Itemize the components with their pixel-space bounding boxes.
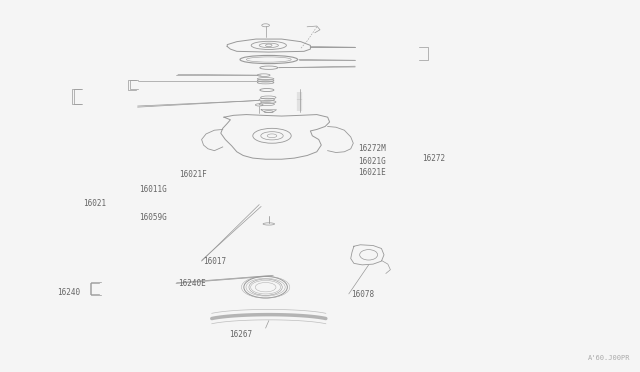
Text: 16272M: 16272M: [358, 144, 386, 153]
Text: 16017: 16017: [204, 257, 227, 266]
Text: 16272: 16272: [422, 154, 445, 163]
Text: 16021F: 16021F: [179, 170, 207, 179]
Text: 16240E: 16240E: [178, 279, 205, 288]
Text: 16059G: 16059G: [140, 213, 167, 222]
Text: 16267: 16267: [229, 330, 252, 339]
Text: 16021G: 16021G: [358, 157, 386, 166]
Text: 16240: 16240: [58, 288, 81, 296]
Text: 16078: 16078: [351, 290, 374, 299]
Text: A'60.J00PR: A'60.J00PR: [588, 355, 630, 361]
Text: 16011G: 16011G: [140, 185, 167, 194]
Text: 16021E: 16021E: [358, 169, 386, 177]
Text: 16021: 16021: [83, 199, 106, 208]
